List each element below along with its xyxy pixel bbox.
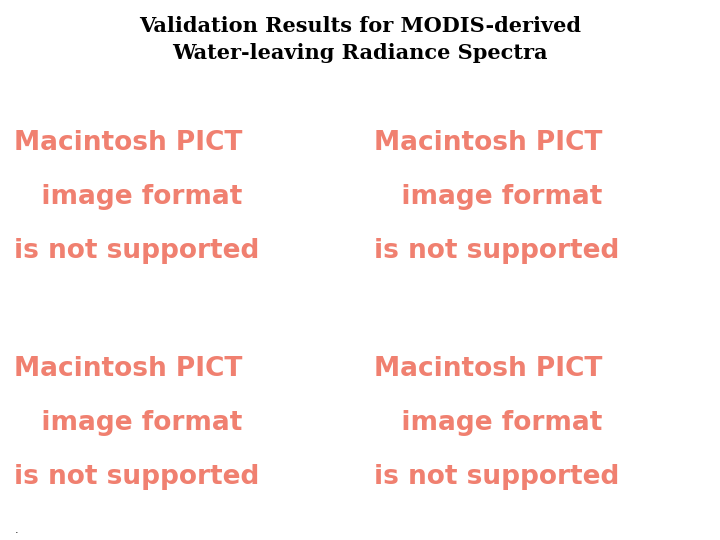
Text: is not supported: is not supported	[14, 464, 260, 490]
Text: Macintosh PICT: Macintosh PICT	[374, 356, 603, 382]
Text: image format: image format	[14, 410, 243, 436]
Text: .: .	[14, 524, 18, 535]
Text: is not supported: is not supported	[14, 238, 260, 264]
Text: is not supported: is not supported	[374, 238, 620, 264]
Text: Validation Results for MODIS-derived
Water-leaving Radiance Spectra: Validation Results for MODIS-derived Wat…	[139, 16, 581, 63]
Text: image format: image format	[14, 184, 243, 210]
Text: Macintosh PICT: Macintosh PICT	[14, 356, 243, 382]
Text: is not supported: is not supported	[374, 464, 620, 490]
Text: image format: image format	[374, 410, 603, 436]
Text: Macintosh PICT: Macintosh PICT	[14, 130, 243, 156]
Text: image format: image format	[374, 184, 603, 210]
Text: Macintosh PICT: Macintosh PICT	[374, 130, 603, 156]
